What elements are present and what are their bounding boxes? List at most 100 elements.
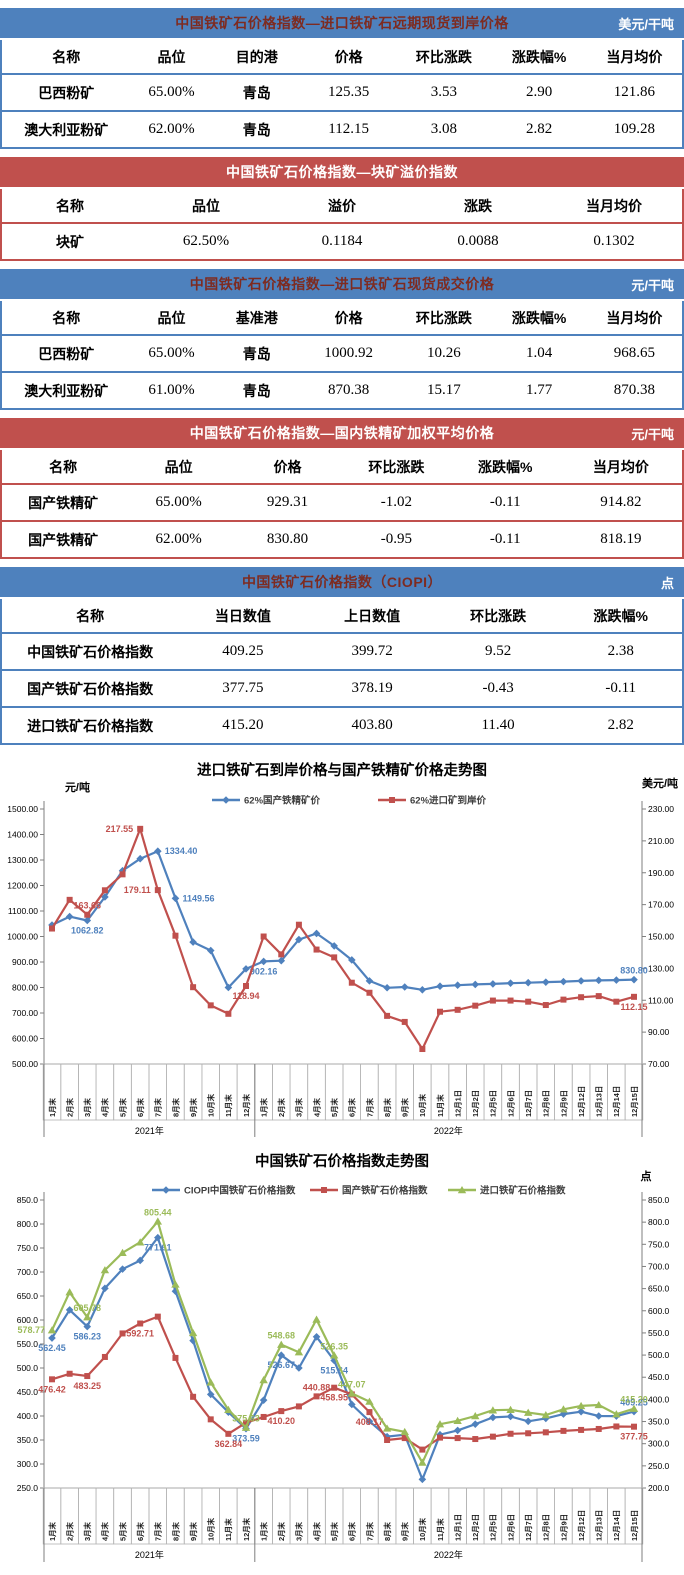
price-table-domestic-concentrate: 中国铁矿石价格指数—国内铁精矿加权平均价格 元/干吨 名称 品位 价格 环比涨跌 涨跌幅… <box>0 418 684 559</box>
table-cell: 378.19 <box>307 670 437 708</box>
data-label: 526.35 <box>320 1341 348 1351</box>
svg-text:5月末: 5月末 <box>118 1097 127 1117</box>
table-cell: 415.20 <box>178 707 308 745</box>
data-label: 805.44 <box>144 1207 172 1217</box>
svg-text:9月末: 9月末 <box>189 1097 198 1117</box>
x-axis-year-groups: 2021年 2022年 <box>43 1064 643 1138</box>
svg-text:12月末: 12月末 <box>242 1093 251 1117</box>
data-label: 410.20 <box>268 1416 296 1426</box>
data-label: 562.45 <box>38 1343 66 1353</box>
table-cell: 409.25 <box>178 633 308 671</box>
svg-text:12月6日: 12月6日 <box>506 1514 515 1541</box>
table-cell: 2.90 <box>491 74 587 112</box>
table-cell: 65.00% <box>130 335 213 373</box>
svg-text:600.00: 600.00 <box>12 1034 38 1044</box>
data-table: 名称 当日数值 上日数值 环比涨跌 涨跌幅% 中国铁矿石价格指数 409.25 399.72 9… <box>0 599 684 745</box>
svg-text:12月9日: 12月9日 <box>559 1090 568 1117</box>
svg-text:6月末: 6月末 <box>136 1097 145 1117</box>
table-cell: -0.11 <box>559 670 683 708</box>
data-label: 578.77 <box>17 1325 45 1335</box>
right-axis-unit: 美元/吨 <box>642 776 678 790</box>
svg-text:1300.00: 1300.00 <box>7 855 38 865</box>
table-cell: 3.08 <box>396 111 492 149</box>
price-table-ciopi: 中国铁矿石价格指数（CIOPI） 点 名称 当日数值 上日数值 环比涨跌 涨跌幅% 中国铁… <box>0 567 684 745</box>
table-cell: 2.38 <box>559 633 683 671</box>
table-header-cell: 当日数值 <box>178 599 308 634</box>
table-cell: 109.28 <box>586 111 683 149</box>
svg-text:5月末: 5月末 <box>118 1521 127 1541</box>
svg-text:1200.00: 1200.00 <box>7 881 38 891</box>
table-header-cell: 基准港 <box>212 301 302 336</box>
data-label: 163.66 <box>74 901 102 911</box>
table-row: 国产铁精矿 65.00% 929.31 -1.02 -0.11 914.82 <box>1 484 683 522</box>
table-cell: 国产铁精矿 <box>1 484 125 522</box>
left-axis-unit: 元/吨 <box>65 780 90 794</box>
svg-text:11月末: 11月末 <box>436 1094 445 1117</box>
data-label: 586.23 <box>74 1332 102 1342</box>
data-label: 483.25 <box>74 1381 102 1391</box>
table-cell: 块矿 <box>1 223 138 261</box>
svg-text:6月末: 6月末 <box>136 1521 145 1541</box>
data-label: 373.59 <box>232 1434 260 1444</box>
data-label: 112.15 <box>620 1002 647 1012</box>
table-row: 澳大利亚粉矿 61.00% 青岛 870.38 15.17 1.77 870.38 <box>1 372 683 410</box>
svg-text:12月5日: 12月5日 <box>489 1090 498 1117</box>
chart-legend: CIOPI中国铁矿石价格指数 国产铁矿石价格指数 进口铁矿石价格指数 <box>152 1185 566 1197</box>
svg-text:62%国产铁精矿价: 62%国产铁精矿价 <box>244 795 321 807</box>
svg-text:5月末: 5月末 <box>330 1521 339 1541</box>
svg-text:12月8日: 12月8日 <box>542 1514 551 1541</box>
table-header-cell: 当月均价 <box>559 450 683 485</box>
svg-text:8月末: 8月末 <box>171 1097 180 1117</box>
svg-text:10月末: 10月末 <box>418 1093 427 1117</box>
svg-text:12月13日: 12月13日 <box>595 1086 604 1117</box>
table-cell: 62.00% <box>124 521 234 559</box>
table-cell: 国产铁精矿 <box>1 521 125 559</box>
svg-text:9月末: 9月末 <box>401 1521 410 1541</box>
data-label: 592.71 <box>126 1329 154 1339</box>
svg-text:350.0: 350.0 <box>17 1435 39 1445</box>
svg-text:750.0: 750.0 <box>648 1239 670 1249</box>
table-title-bar: 中国铁矿石价格指数—进口铁矿石现货成交价格 元/干吨 <box>0 269 684 299</box>
svg-text:190.00: 190.00 <box>648 868 674 878</box>
data-label: 458.95 <box>320 1393 348 1403</box>
svg-text:1月末: 1月末 <box>259 1097 268 1117</box>
svg-text:400.0: 400.0 <box>17 1411 39 1421</box>
table-header-cell: 品位 <box>130 40 213 75</box>
data-label: 217.55 <box>106 824 134 834</box>
svg-text:300.0: 300.0 <box>17 1459 39 1469</box>
table-cell: -0.95 <box>341 521 451 559</box>
table-cell: 0.1302 <box>545 223 683 261</box>
svg-text:11月末: 11月末 <box>224 1518 233 1541</box>
table-header-cell: 环比涨跌 <box>436 599 560 634</box>
svg-text:2月末: 2月末 <box>65 1097 74 1117</box>
data-label: 179.11 <box>124 885 151 895</box>
table-header-cell: 品位 <box>130 301 213 336</box>
svg-text:550.0: 550.0 <box>17 1339 39 1349</box>
svg-text:1500.00: 1500.00 <box>7 804 38 814</box>
svg-text:600.0: 600.0 <box>648 1306 670 1316</box>
data-label: 377.75 <box>620 1432 648 1442</box>
svg-text:12月末: 12月末 <box>242 1517 251 1541</box>
table-header-cell: 品位 <box>124 450 234 485</box>
report-page: 中国铁矿石价格指数—进口铁矿石远期现货到岸价格 美元/干吨 名称 品位 目的港 价格环… <box>0 8 684 1575</box>
svg-text:5月末: 5月末 <box>330 1097 339 1117</box>
data-label: 771.61 <box>144 1243 172 1253</box>
svg-text:12月8日: 12月8日 <box>542 1090 551 1117</box>
table-header-cell: 名称 <box>1 40 131 75</box>
svg-text:9月末: 9月末 <box>401 1097 410 1117</box>
svg-text:3月末: 3月末 <box>295 1521 304 1541</box>
svg-text:7月末: 7月末 <box>365 1097 374 1117</box>
svg-text:2021年: 2021年 <box>135 1549 164 1560</box>
table-cell: 818.19 <box>559 521 683 559</box>
table-header-cell: 品位 <box>137 189 274 224</box>
table-cell: 10.26 <box>396 335 492 373</box>
table-cell: 11.40 <box>436 707 560 745</box>
svg-text:1月末: 1月末 <box>48 1521 57 1541</box>
svg-text:进口铁矿石价格指数: 进口铁矿石价格指数 <box>480 1185 566 1197</box>
table-cell: 青岛 <box>212 74 302 112</box>
table-cell: 65.00% <box>130 74 213 112</box>
table-row: 中国铁矿石价格指数 409.25 399.72 9.52 2.38 <box>1 633 683 671</box>
table-header-cell: 名称 <box>1 599 179 634</box>
svg-text:12月12日: 12月12日 <box>577 1086 586 1117</box>
